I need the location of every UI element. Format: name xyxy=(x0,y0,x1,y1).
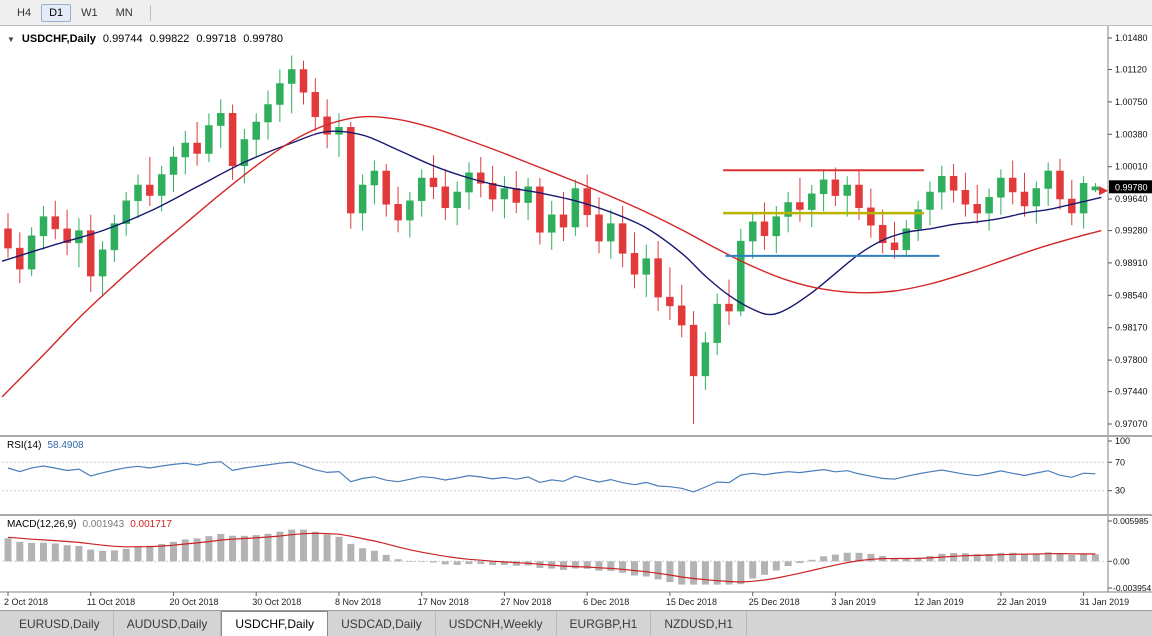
date-axis-labels xyxy=(7,592,1085,596)
date-axis-label: 27 Nov 2018 xyxy=(500,597,551,607)
chart-window: 1.01480 1.01120 1.00750 1.00380 1.00010 0.996… xyxy=(0,26,1152,610)
price-axis-label: 1.01120 xyxy=(1115,65,1147,75)
date-axis-label: 20 Oct 2018 xyxy=(169,597,218,607)
rsi-indicator-label: RSI(14) 58.4908 xyxy=(7,440,84,451)
time-axis[interactable] xyxy=(0,592,1152,610)
ma-slow-line xyxy=(1,115,1102,398)
chart-tab-nzdusd-h1[interactable]: NZDUSD,H1 xyxy=(651,611,748,636)
ohlc-open: 0.99744 xyxy=(102,33,143,45)
rsi-name: RSI(14) xyxy=(7,440,42,451)
timeframe-button-mn[interactable]: MN xyxy=(115,6,133,19)
ohlc-close: 0.99780 xyxy=(243,33,283,45)
price-axis-label: 0.98540 xyxy=(1115,290,1148,300)
date-axis-label: 12 Jan 2019 xyxy=(914,597,964,607)
price-axis-label: 0.98910 xyxy=(1115,258,1148,268)
rsi-axis-label: 70 xyxy=(1115,457,1125,467)
price-axis-label: 1.00380 xyxy=(1115,129,1148,139)
chart-tab-eurusd-daily[interactable]: EURUSD,Daily xyxy=(6,611,114,636)
date-axis-label: 2 Oct 2018 xyxy=(4,597,48,607)
macd-signal-line xyxy=(7,532,1096,583)
chart-tabs-bar: EURUSD,Daily AUDUSD,Daily USDCHF,Daily USDC… xyxy=(0,610,1152,636)
macd-indicator-label: MACD(12,26,9) 0.001943 0.001717 xyxy=(7,519,172,530)
price-axis-label: 0.99640 xyxy=(1115,194,1148,204)
arrow-marker[interactable] xyxy=(1099,186,1109,196)
price-axis-label: 0.97070 xyxy=(1115,419,1148,429)
chart-tab-usdcad-daily[interactable]: USDCAD,Daily xyxy=(328,611,436,636)
timeframe-button-w1[interactable]: W1 xyxy=(81,6,98,19)
date-axis-label: 3 Jan 2019 xyxy=(831,597,876,607)
rsi-axis-label: 30 xyxy=(1115,486,1125,496)
price-axis-label: 0.97440 xyxy=(1115,387,1148,397)
rsi-axis-label: 100 xyxy=(1115,436,1130,446)
timeframe-button-h4[interactable]: H4 xyxy=(17,6,32,19)
timeframe-toolbar: H4 D1 W1 MN xyxy=(0,0,1152,26)
price-axis-label: 1.01480 xyxy=(1115,33,1148,43)
macd-main-value: 0.001943 xyxy=(82,519,125,530)
rsi-line xyxy=(7,461,1096,493)
date-axis-label: 31 Jan 2019 xyxy=(1080,597,1130,607)
macd-name: MACD(12,26,9) xyxy=(7,519,77,530)
macd-histogram xyxy=(4,529,1099,585)
date-axis-label: 8 Nov 2018 xyxy=(335,597,381,607)
chart-tab-eurgbp-h1[interactable]: EURGBP,H1 xyxy=(557,611,652,636)
date-axis-label: 11 Oct 2018 xyxy=(87,597,135,607)
ohlc-high: 0.99822 xyxy=(149,33,190,45)
macd-axis-label: 0.00 xyxy=(1113,556,1130,566)
ma-fast-line xyxy=(1,130,1102,316)
main-chart-pane[interactable] xyxy=(0,26,1152,435)
toolbar-separator xyxy=(149,4,151,21)
pane-splitter[interactable] xyxy=(0,514,1152,516)
date-axis-label: 17 Nov 2018 xyxy=(418,597,469,607)
chart-tab-audusd-daily[interactable]: AUDUSD,Daily xyxy=(114,611,222,636)
price-axis-labels xyxy=(1108,37,1112,425)
macd-signal-value: 0.001717 xyxy=(130,519,172,530)
rsi-pane[interactable] xyxy=(0,437,1152,514)
current-price-badge xyxy=(1109,180,1152,194)
date-axis-label: 15 Dec 2018 xyxy=(666,597,717,607)
chart-tab-usdcnh-weekly[interactable]: USDCNH,Weekly xyxy=(436,611,557,636)
timeframe-button-d1[interactable]: D1 xyxy=(41,3,72,22)
chart-canvas: 1.01480 1.01120 1.00750 1.00380 1.00010 0.996… xyxy=(0,26,1152,610)
symbol-label: USDCHF,Daily xyxy=(21,33,96,45)
date-axis-label: 22 Jan 2019 xyxy=(997,597,1047,607)
rsi-value: 58.4908 xyxy=(47,440,84,451)
price-axis-label: 0.97800 xyxy=(1115,355,1148,365)
chart-title: ▼ USDCHF,Daily 0.99744 0.99822 0.99718 0… xyxy=(7,33,283,45)
date-axis-label: 6 Dec 2018 xyxy=(583,597,629,607)
price-axis-label: 0.98170 xyxy=(1115,323,1148,333)
current-price-label: 0.99780 xyxy=(1115,182,1148,192)
macd-axis-label: 0.005985 xyxy=(1113,516,1149,526)
pane-splitter[interactable] xyxy=(0,435,1152,437)
price-axis-label: 1.00750 xyxy=(1115,97,1148,107)
symbol-dropdown-icon[interactable]: ▼ xyxy=(7,34,15,44)
macd-pane[interactable] xyxy=(0,516,1152,592)
date-axis-label: 25 Dec 2018 xyxy=(749,597,800,607)
ohlc-low: 0.99718 xyxy=(196,33,237,45)
price-axis[interactable] xyxy=(1108,26,1152,592)
price-axis-label: 0.99280 xyxy=(1115,226,1148,236)
date-axis-label: 30 Oct 2018 xyxy=(252,597,301,607)
chart-tab-usdchf-daily[interactable]: USDCHF,Daily xyxy=(221,611,329,636)
price-axis-label: 1.00010 xyxy=(1115,162,1148,172)
macd-axis-label: -0.003954 xyxy=(1113,583,1152,593)
